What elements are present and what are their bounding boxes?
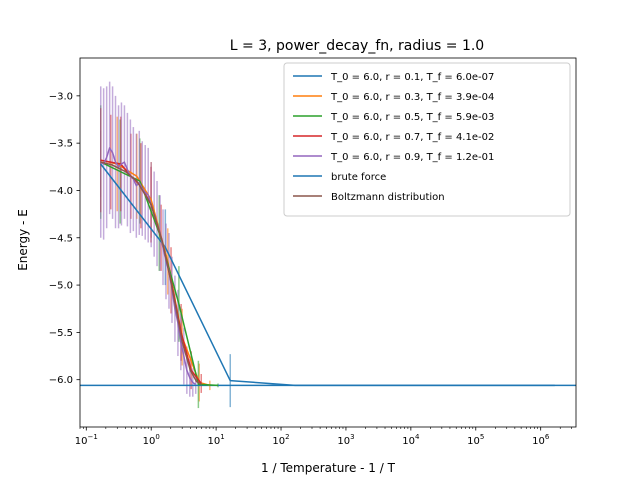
error-bars-series-1 [99, 108, 211, 402]
x-tick-label-3: 102 [272, 433, 289, 447]
y-tick-label-1: −3.5 [49, 139, 73, 150]
plot-frame [79, 57, 577, 428]
x-tick-label-1: 100 [143, 433, 160, 447]
error-bars-series-4 [99, 81, 197, 397]
x-tick-label-5: 104 [402, 433, 420, 447]
legend-label-0: T_0 = 6.0, r = 0.1, T_f = 6.0e-07 [330, 72, 494, 83]
y-tick-label-0: −3.0 [49, 91, 73, 102]
series-line-5 [100, 161, 203, 386]
legend-label-2: T_0 = 6.0, r = 0.5, T_f = 5.9e-03 [330, 112, 494, 123]
legend-label-1: T_0 = 6.0, r = 0.3, T_f = 3.9e-04 [330, 92, 494, 103]
y-tick-label-6: −6.0 [49, 375, 73, 386]
y-axis-label: Energy - E [16, 209, 30, 271]
x-tick-label-4: 103 [337, 433, 354, 447]
x-tick-label-6: 105 [467, 433, 484, 447]
y-tick-label-3: −4.5 [49, 233, 73, 244]
y-tick-label-4: −5.0 [49, 281, 73, 292]
legend-label-3: T_0 = 6.0, r = 0.7, T_f = 4.1e-02 [330, 132, 494, 143]
x-tick-label-7: 106 [532, 433, 550, 447]
x-tick-label-2: 101 [208, 433, 225, 447]
chart-title: L = 3, power_decay_fn, radius = 1.0 [230, 38, 484, 54]
legend-label-4: T_0 = 6.0, r = 0.9, T_f = 1.2e-01 [330, 152, 494, 163]
y-tick-label-2: −4.0 [49, 186, 73, 197]
series-line-0 [100, 163, 555, 387]
x-tick-label-0: 10−1 [75, 433, 98, 447]
series-line-4 [100, 147, 197, 386]
legend: T_0 = 6.0, r = 0.1, T_f = 6.0e-07 T_0 = 6… [283, 62, 571, 217]
axes: 10−1 100 101 102 103 104 105 106 −3.0 −3.5 −4.0 −4.… [49, 57, 577, 447]
legend-label-6: Boltzmann distribution [331, 192, 445, 203]
plot-area [80, 81, 576, 409]
x-axis-label: 1 / Temperature - 1 / T [261, 461, 396, 475]
legend-label-5: brute force [331, 172, 386, 183]
y-tick-label-5: −5.5 [49, 328, 73, 339]
legend-box [283, 62, 571, 217]
